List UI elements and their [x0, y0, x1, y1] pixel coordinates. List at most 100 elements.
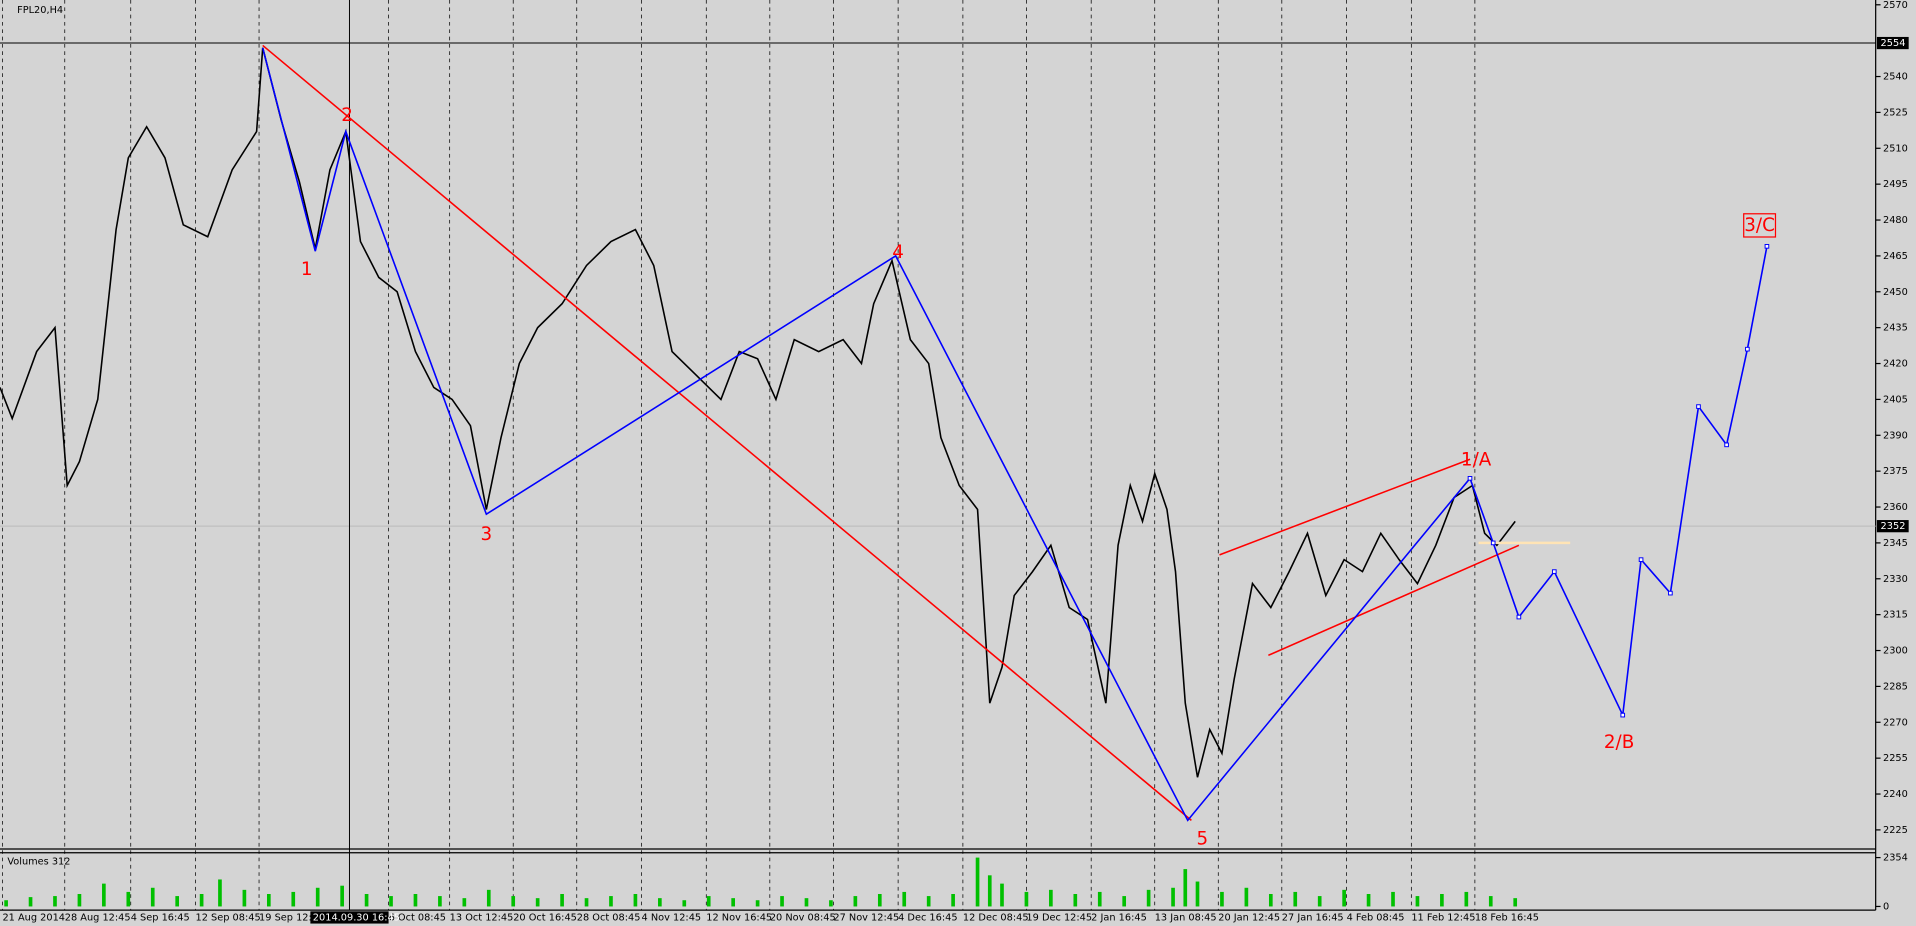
volume-bar [102, 883, 106, 907]
y-tick-label: 2225 [1883, 825, 1908, 836]
y-tick-label: 2255 [1883, 753, 1908, 764]
x-tick-label: 19 Dec 12:45 [1026, 912, 1092, 923]
volume-bar [902, 891, 907, 907]
wave-point [1467, 476, 1473, 481]
y-tick-label: 2435 [1883, 323, 1908, 334]
wave-point [1668, 590, 1673, 596]
volume-bar [1464, 891, 1469, 907]
y-tick-label: 2240 [1883, 789, 1908, 800]
volume-bar [53, 896, 57, 907]
x-tick-label: 21 Aug 2014 [2, 912, 65, 923]
channel-line [1268, 544, 1520, 657]
volume-bar [706, 896, 711, 907]
volume-bar [584, 898, 589, 907]
volume-bar [1268, 893, 1273, 907]
wave-label: 3/C [1744, 215, 1775, 236]
x-tick-label: 13 Jan 08:45 [1155, 912, 1217, 923]
x-tick-label: 18 Feb 16:45 [1475, 912, 1539, 923]
volume-bar [218, 879, 222, 907]
wave-label: 3 [481, 524, 493, 545]
x-tick-label: 4 Nov 12:45 [642, 912, 702, 923]
x-tick-label: 12 Dec 08:45 [963, 912, 1029, 923]
chart-title: FPL20,H4 [17, 5, 63, 16]
x-tick-label: 12 Sep 08:45 [196, 912, 261, 923]
y-tick-label: 2540 [1883, 72, 1908, 83]
x-tick-label: 20 Jan 12:45 [1218, 912, 1280, 923]
volume-bar [926, 896, 931, 907]
volume-bar [1183, 869, 1188, 907]
volume-bar [389, 896, 393, 907]
y-tick-label: 2300 [1883, 646, 1908, 657]
y-tick-label: 2465 [1883, 251, 1908, 262]
wave-point [1620, 712, 1626, 718]
y-tick-label: 2330 [1883, 574, 1908, 585]
y-tick-label: 2450 [1883, 287, 1908, 298]
price-label: 2352 [1881, 521, 1906, 532]
crosshair-xlabel: 2014.09.30 16:45 [313, 912, 400, 923]
volume-bar [291, 891, 296, 907]
x-tick-label: 13 Oct 12:45 [450, 912, 514, 923]
y-tick-label: 2375 [1883, 466, 1908, 477]
wave-point [1516, 614, 1522, 620]
y-tick-label: 2570 [1883, 0, 1908, 11]
volume-tick-label: 0 [1883, 901, 1889, 912]
volume-bar [1171, 887, 1175, 907]
volume-bar [486, 889, 491, 907]
wave-label: 2/B [1604, 732, 1634, 753]
volume-bar [511, 896, 516, 907]
price-box [1876, 520, 1909, 533]
y-tick-label: 2345 [1883, 538, 1908, 549]
volume-bar [1220, 891, 1224, 907]
label-box [1743, 213, 1777, 238]
volume-bar [633, 893, 638, 907]
y-tick-label: 2315 [1883, 610, 1908, 621]
crosshair-box [1876, 36, 1909, 50]
volume-bar [877, 893, 882, 907]
volume-bar [4, 900, 8, 907]
volume-bar [731, 898, 735, 907]
x-tick-label: 27 Jan 16:45 [1282, 912, 1344, 923]
price-line-series [0, 47, 1516, 778]
x-tick-label: 4 Dec 16:45 [898, 912, 957, 923]
y-tick-label: 2360 [1883, 502, 1908, 513]
volume-bar [609, 896, 613, 907]
volume-bar [853, 896, 858, 907]
volume-bar [975, 857, 980, 907]
volume-bar [780, 896, 784, 907]
volume-bar [1122, 896, 1127, 907]
wave-point [1638, 557, 1644, 562]
x-tick-label: 6 Oct 08:45 [389, 912, 446, 923]
volume-bar [126, 891, 131, 907]
volume-bar [951, 893, 955, 907]
x-tick-label: 27 Nov 12:45 [833, 912, 899, 923]
volume-tick-label: 2354 [1883, 853, 1908, 864]
wave-label: 2 [341, 105, 353, 126]
volume-bar [1073, 893, 1078, 907]
volume-bar [1366, 893, 1371, 907]
volume-bar [315, 887, 320, 907]
volume-bar [1049, 889, 1053, 907]
volume-bar [1244, 887, 1249, 907]
wave-point [1551, 569, 1557, 574]
y-tick-label: 2270 [1883, 717, 1908, 728]
volume-bar [150, 887, 155, 907]
volume-bar [340, 885, 344, 907]
x-tick-label: 20 Nov 08:45 [770, 912, 836, 923]
volume-bar [1000, 883, 1004, 907]
volume-bar [1195, 881, 1200, 907]
y-tick-label: 2405 [1883, 394, 1908, 405]
x-tick-label: 28 Aug 12:45 [65, 912, 131, 923]
volume-bar [755, 900, 760, 907]
volume-bar [1024, 891, 1029, 907]
x-tick-label: 4 Feb 08:45 [1347, 912, 1405, 923]
volume-bar [804, 898, 809, 907]
volume-bar [266, 893, 271, 907]
volume-bar [1293, 891, 1298, 907]
channel-line [1219, 458, 1471, 556]
volume-bar [77, 893, 82, 907]
volume-bar [829, 900, 833, 907]
x-tick-label: 28 Oct 08:45 [577, 912, 641, 923]
y-tick-label: 2285 [1883, 681, 1908, 692]
wave-point [1696, 404, 1701, 409]
volume-bar [1440, 893, 1444, 907]
